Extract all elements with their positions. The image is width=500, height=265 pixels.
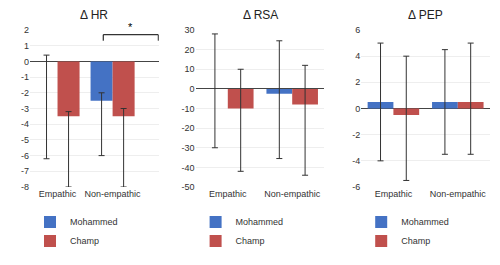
svg-text:-6: -6 bbox=[352, 182, 360, 192]
svg-text:-10: -10 bbox=[182, 104, 195, 114]
svg-text:Δ PEP: Δ PEP bbox=[408, 8, 443, 22]
svg-text:Mohammed: Mohammed bbox=[236, 217, 284, 227]
svg-text:Empathic: Empathic bbox=[39, 189, 77, 199]
svg-text:4: 4 bbox=[355, 51, 360, 61]
svg-text:30: 30 bbox=[185, 25, 195, 35]
svg-text:2: 2 bbox=[24, 25, 29, 35]
svg-text:Champ: Champ bbox=[70, 236, 99, 246]
svg-text:-5: -5 bbox=[21, 135, 29, 145]
svg-text:-4: -4 bbox=[352, 156, 360, 166]
svg-text:0: 0 bbox=[24, 57, 29, 67]
svg-text:0: 0 bbox=[190, 84, 195, 94]
svg-text:Mohammed: Mohammed bbox=[401, 217, 449, 227]
svg-text:-3: -3 bbox=[21, 104, 29, 114]
svg-text:Non-empathic: Non-empathic bbox=[264, 189, 321, 199]
svg-text:-2: -2 bbox=[352, 130, 360, 140]
svg-text:-4: -4 bbox=[21, 119, 29, 129]
svg-text:Empathic: Empathic bbox=[209, 189, 247, 199]
svg-text:-40: -40 bbox=[182, 163, 195, 173]
svg-text:Δ RSA: Δ RSA bbox=[243, 8, 278, 22]
svg-text:6: 6 bbox=[355, 25, 360, 35]
svg-text:Δ HR: Δ HR bbox=[80, 8, 108, 22]
svg-text:Non-empathic: Non-empathic bbox=[85, 189, 142, 199]
svg-text:*: * bbox=[128, 21, 133, 33]
svg-text:-1: -1 bbox=[21, 72, 29, 82]
svg-text:-8: -8 bbox=[21, 182, 29, 192]
svg-text:-7: -7 bbox=[21, 166, 29, 176]
svg-text:0: 0 bbox=[355, 104, 360, 114]
svg-text:-50: -50 bbox=[182, 182, 195, 192]
svg-text:1: 1 bbox=[24, 41, 29, 51]
svg-text:Empathic: Empathic bbox=[375, 189, 413, 199]
svg-text:Mohammed: Mohammed bbox=[70, 217, 118, 227]
svg-text:10: 10 bbox=[185, 64, 195, 74]
svg-text:-20: -20 bbox=[182, 123, 195, 133]
svg-text:-2: -2 bbox=[21, 88, 29, 98]
svg-text:-6: -6 bbox=[21, 151, 29, 161]
svg-text:2: 2 bbox=[355, 77, 360, 87]
svg-text:20: 20 bbox=[185, 45, 195, 55]
svg-text:Champ: Champ bbox=[401, 236, 430, 246]
svg-text:-30: -30 bbox=[182, 143, 195, 153]
svg-text:Champ: Champ bbox=[236, 236, 265, 246]
svg-text:Non-empathic: Non-empathic bbox=[430, 189, 487, 199]
